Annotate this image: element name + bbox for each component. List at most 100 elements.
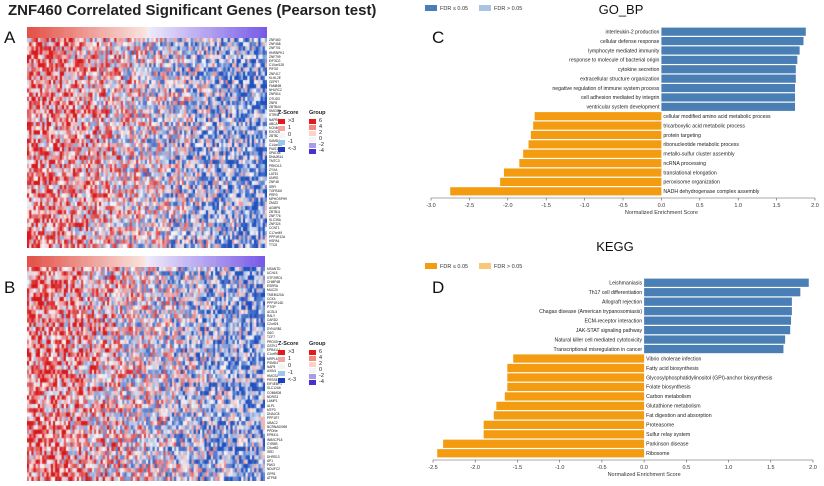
bar-label: ribonucleotide metabolic process bbox=[663, 142, 739, 148]
gene-label: PSMD4 bbox=[267, 360, 278, 365]
gene-label: HNRNPK1 bbox=[269, 50, 285, 55]
x-axis-label: Normalized Enrichment Score bbox=[625, 210, 698, 216]
x-tick-label: 2.0 bbox=[811, 203, 819, 209]
gene-label: CARD2 bbox=[267, 318, 278, 323]
gene-label: PIF3O bbox=[269, 67, 279, 72]
gene-label: PAK3 bbox=[267, 463, 275, 468]
bar bbox=[644, 316, 792, 325]
zscore-label: -1 bbox=[288, 139, 293, 145]
bar-label: peroxisome organization bbox=[663, 180, 720, 186]
bar-label: Chagas disease (American trypanosomiasis… bbox=[539, 309, 642, 315]
bar bbox=[513, 354, 645, 363]
gene-label: CYB5B bbox=[267, 441, 278, 446]
group-label: -2 bbox=[319, 373, 324, 379]
bar bbox=[507, 363, 645, 373]
gene-label: MSANTD bbox=[267, 267, 281, 271]
gene-label: EPB41L bbox=[267, 433, 279, 438]
gene-label: NHLRC2 bbox=[269, 88, 282, 93]
bar-label: cytokine secretion bbox=[618, 67, 660, 73]
gene-label: DHRS13 bbox=[267, 454, 280, 459]
bar-label: protein targeting bbox=[663, 133, 701, 139]
gene-label: OTUD3 bbox=[269, 96, 280, 101]
bar-label: cellular defense response bbox=[600, 39, 659, 45]
bar-label: JAK-STAT signaling pathway bbox=[576, 328, 643, 334]
heatmap-b-zscore-title: Z-Score bbox=[278, 341, 299, 347]
gene-label: TTC8 bbox=[269, 243, 277, 248]
gene-label: PIAS1 bbox=[269, 146, 279, 151]
gene-label: CEP97 bbox=[269, 79, 280, 84]
gene-label: EPB41L1 bbox=[267, 348, 281, 353]
x-tick-label: 1.0 bbox=[734, 203, 742, 209]
legend-swatch bbox=[479, 5, 491, 11]
bar-label: Fat digestion and absorption bbox=[646, 413, 712, 419]
gene-label: CCNT1 bbox=[269, 226, 280, 231]
gene-label: SRFI bbox=[269, 184, 277, 189]
gene-label: ACSL5 bbox=[267, 309, 278, 314]
heatmap-b-grid bbox=[27, 267, 265, 481]
bar-label: translational elongation bbox=[663, 170, 716, 176]
gene-label: TMTC3 bbox=[269, 159, 280, 164]
gene-label: C2orf24 bbox=[267, 322, 279, 327]
chart-title: GO_BP bbox=[599, 2, 644, 17]
bar-label: response to molecule of bacterial origin bbox=[569, 58, 659, 64]
bar bbox=[644, 335, 786, 344]
gene-label: C17orf49 bbox=[269, 230, 283, 235]
gene-label: TMEM120A bbox=[267, 292, 284, 297]
gene-label: HMCS2 bbox=[267, 373, 279, 378]
zscore-label: 0 bbox=[288, 363, 292, 369]
x-axis-label: Normalized Enrichment Score bbox=[608, 472, 681, 478]
bar bbox=[443, 439, 645, 448]
gene-label: ZNF48 bbox=[269, 180, 279, 185]
zscore-swatch bbox=[278, 133, 285, 138]
zscore-label: -1 bbox=[288, 370, 293, 376]
gene-label: GPR1 bbox=[267, 471, 276, 476]
gene-label: ZNF701 bbox=[269, 46, 281, 51]
bar bbox=[533, 121, 662, 130]
heatmap-b-gene-labels: MSANTD UCHL5 GTF2IRD1 CHMP4B ESRRA MUC20 TMEM1… bbox=[267, 267, 287, 480]
zscore-swatch-low bbox=[278, 378, 285, 383]
gene-label: ZMIZ2 bbox=[269, 201, 279, 206]
x-tick-label: 1.5 bbox=[773, 203, 781, 209]
bar-label: ECM-receptor interaction bbox=[584, 318, 642, 324]
gene-label: ZNF324 bbox=[269, 222, 281, 227]
gene-label: NCRNA00069 bbox=[267, 424, 288, 429]
gene-label: PPP1R7 bbox=[267, 416, 280, 421]
zscore-swatch bbox=[278, 357, 285, 362]
gene-label: EXOC5 bbox=[269, 130, 280, 135]
x-tick-label: 0.0 bbox=[658, 203, 666, 209]
group-swatch bbox=[309, 374, 316, 379]
heatmap-b-legend: Z-Score Group >3 1 0 -1 <-3 6 4 2 0 -2 -… bbox=[273, 341, 333, 387]
gene-label: C9orf82 bbox=[267, 446, 279, 451]
group-label: 6 bbox=[319, 118, 323, 124]
gene-label: ZNF468 bbox=[269, 42, 281, 47]
zscore-label: 0 bbox=[288, 132, 292, 138]
zscore-swatch bbox=[278, 364, 285, 369]
chart-title: KEGG bbox=[596, 239, 634, 254]
zscore-label: >3 bbox=[288, 349, 295, 355]
zscore-label: 1 bbox=[288, 356, 292, 362]
gene-label: CHMP4B bbox=[267, 279, 281, 284]
panel-label-b: B bbox=[4, 278, 16, 297]
group-swatch bbox=[309, 356, 316, 361]
bar-label: NADH dehydrogenase complex assembly bbox=[663, 189, 759, 195]
zscore-swatch bbox=[278, 140, 285, 145]
x-tick-label: 0.5 bbox=[683, 465, 691, 471]
gene-label: NAP5 bbox=[267, 365, 276, 370]
group-swatch bbox=[309, 137, 316, 142]
x-tick-label: -2.0 bbox=[470, 465, 479, 471]
gene-label: GTF2IRD1 bbox=[267, 275, 283, 280]
gene-label: C1orf95 bbox=[267, 352, 279, 357]
group-label: 0 bbox=[319, 136, 323, 142]
gene-label: CCK4 bbox=[267, 296, 276, 301]
legend-label: FDR > 0.05 bbox=[494, 264, 522, 270]
legend-swatch bbox=[479, 263, 491, 269]
gene-label: SLC12A6 bbox=[267, 386, 281, 391]
x-tick-label: -1.5 bbox=[541, 203, 550, 209]
bar-label: Ribosome bbox=[646, 451, 669, 457]
bar-label: Sulfur relay system bbox=[646, 432, 690, 438]
gene-label: GSTK1 bbox=[267, 343, 278, 348]
bar-label: extracellular structure organization bbox=[580, 76, 659, 82]
chart-legend: FDR ≤ 0.05 FDR > 0.05 bbox=[425, 5, 522, 12]
legend-label: FDR ≤ 0.05 bbox=[440, 6, 468, 12]
